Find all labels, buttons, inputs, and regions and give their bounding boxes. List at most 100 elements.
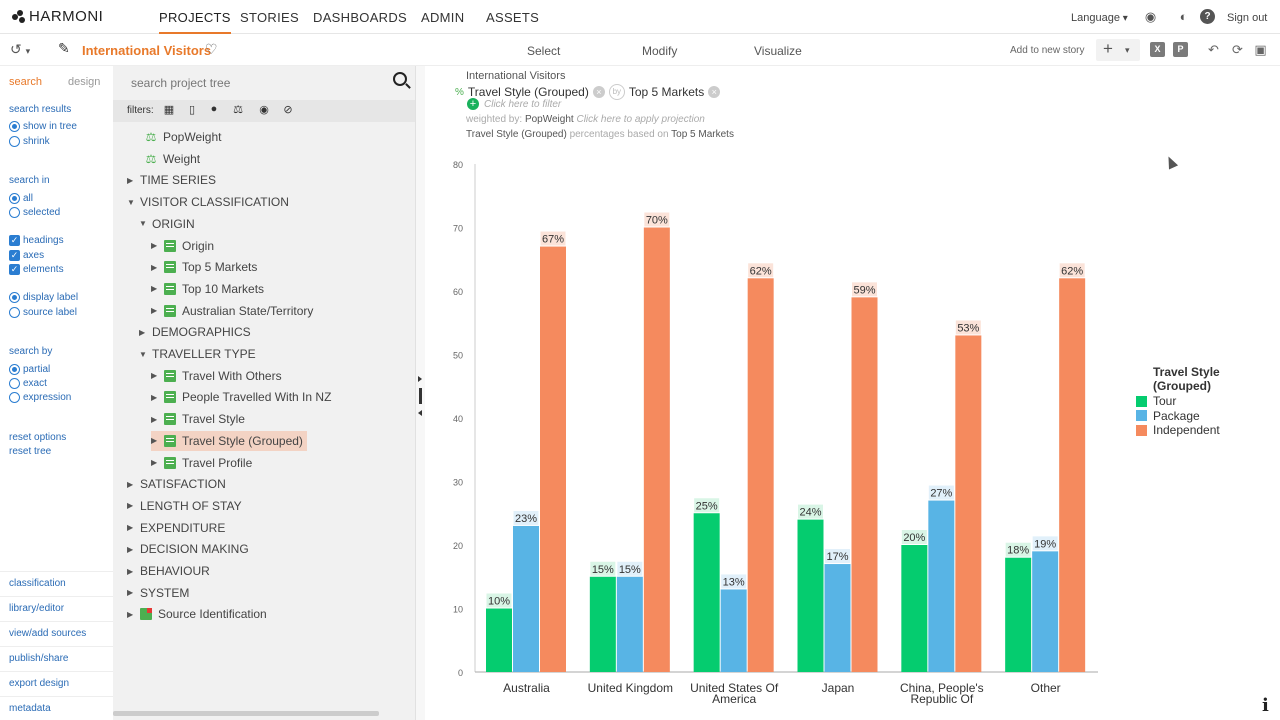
bar-package[interactable]	[513, 525, 539, 672]
expand-icon[interactable]: ▣	[1254, 42, 1267, 57]
option-show-in-tree[interactable]: show in tree	[9, 121, 77, 132]
help-icon[interactable]: ?	[1200, 9, 1215, 24]
variable-filter-icon[interactable]: ▯	[188, 104, 196, 116]
show-hidden-icon[interactable]: ◉	[259, 104, 269, 116]
caret-right-icon[interactable]: ▶	[151, 392, 158, 402]
radio-icon[interactable]	[9, 121, 20, 132]
caret-right-icon[interactable]: ▶	[127, 609, 134, 619]
location-filter-icon[interactable]: ●	[210, 103, 218, 115]
history-dropdown-icon[interactable]: ↺ ▾	[10, 41, 31, 57]
caret-down-icon[interactable]: ▼	[139, 219, 147, 229]
legend-item-independent[interactable]: Independent	[1136, 423, 1280, 438]
nav-tab-admin[interactable]: ADMIN	[421, 10, 465, 25]
option-exact[interactable]: exact	[9, 378, 47, 389]
tree-item[interactable]: ▼ ORIGIN	[139, 214, 195, 234]
language-dropdown[interactable]: Language	[1071, 12, 1128, 24]
caret-right-icon[interactable]: ▶	[151, 458, 158, 467]
tree-item[interactable]: ⚖ PopWeight	[145, 127, 222, 147]
tree-item[interactable]: ⚖ Weight	[145, 149, 201, 169]
radio-icon[interactable]	[9, 193, 20, 204]
tree-item[interactable]: ▶ SATISFACTION	[127, 474, 226, 494]
mode-select-tab[interactable]: Select	[527, 44, 561, 58]
option-shrink[interactable]: shrink	[9, 136, 50, 147]
tree-item[interactable]: ▶ Source Identification	[127, 604, 267, 624]
option-axes[interactable]: ✓ axes	[9, 250, 44, 261]
caret-right-icon[interactable]: ▶	[127, 588, 134, 598]
nav-tab-assets[interactable]: ASSETS	[486, 10, 540, 25]
splitter-grip-icon[interactable]	[418, 376, 422, 416]
caret-right-icon[interactable]: ▶	[139, 327, 146, 337]
tree-item[interactable]: ▶ Top 5 Markets	[151, 257, 257, 277]
caret-right-icon[interactable]: ▶	[151, 262, 158, 272]
remove-row-variable-icon[interactable]: ×	[592, 86, 605, 98]
tree-item[interactable]: ▶ Origin	[151, 236, 214, 256]
sign-out-link[interactable]: Sign out	[1227, 12, 1268, 24]
undo-icon[interactable]: ↶	[1208, 42, 1219, 57]
library-editor-link[interactable]: library/editor	[0, 596, 113, 621]
bar-tour[interactable]	[486, 608, 512, 673]
add-dropdown-button[interactable]: + ▾	[1096, 39, 1140, 61]
legend-item-tour[interactable]: Tour	[1136, 394, 1280, 409]
classification-link[interactable]: classification	[0, 571, 113, 596]
nav-tab-projects[interactable]: PROJECTS	[159, 10, 231, 34]
radio-icon[interactable]	[9, 207, 20, 218]
bar-package[interactable]	[720, 589, 747, 672]
option-display-label[interactable]: display label	[9, 292, 78, 303]
option-partial[interactable]: partial	[9, 364, 50, 375]
add-to-new-story-label[interactable]: Add to new story	[1010, 45, 1085, 56]
tree-item[interactable]: ▶ People Travelled With In NZ	[151, 387, 331, 407]
search-icon[interactable]	[393, 72, 407, 86]
filter-row[interactable]: + Click here to filter	[467, 98, 561, 110]
bar-package[interactable]	[824, 564, 851, 672]
mode-visualize-tab[interactable]: Visualize	[754, 44, 802, 58]
bar-tour[interactable]	[693, 513, 720, 672]
excel-export-icon[interactable]: X	[1150, 42, 1165, 57]
projection-hint[interactable]: Click here to apply projection	[576, 114, 705, 125]
radio-icon[interactable]	[9, 136, 20, 147]
export-design-link[interactable]: export design	[0, 671, 113, 696]
metadata-link[interactable]: metadata	[0, 696, 113, 720]
nav-tab-dashboards[interactable]: DASHBOARDS	[313, 10, 408, 25]
tree-item[interactable]: ▶ BEHAVIOUR	[127, 561, 210, 581]
weight-variable[interactable]: PopWeight	[524, 114, 574, 125]
heart-icon[interactable]: ♡	[205, 41, 218, 57]
filter-hint[interactable]: Click here to filter	[484, 98, 562, 110]
option-elements[interactable]: ✓ elements	[9, 264, 64, 275]
remove-column-variable-icon[interactable]: ×	[708, 86, 721, 98]
tree-item[interactable]: ▶ SYSTEM	[127, 583, 189, 603]
tree-item[interactable]: ▶ Travel Profile	[151, 453, 252, 473]
tree-search-input[interactable]: search project tree	[131, 76, 231, 90]
grid-filter-icon[interactable]: ▦	[163, 104, 175, 116]
radio-icon[interactable]	[9, 307, 20, 318]
view-add-sources-link[interactable]: view/add sources	[0, 621, 113, 646]
tree-horizontal-scrollbar[interactable]	[113, 711, 379, 716]
caret-right-icon[interactable]: ▶	[127, 175, 134, 185]
tab-search[interactable]: search	[9, 76, 43, 88]
contrast-icon[interactable]: ◐	[1179, 9, 1188, 24]
column-variable-chip[interactable]: Top 5 Markets	[628, 85, 705, 99]
option-source-label[interactable]: source label	[9, 307, 77, 318]
tab-design[interactable]: design	[68, 76, 101, 88]
mode-modify-tab[interactable]: Modify	[642, 44, 678, 58]
hide-icon[interactable]: ⊘	[283, 104, 293, 116]
radio-icon[interactable]	[9, 364, 20, 375]
powerpoint-export-icon[interactable]: P	[1173, 42, 1188, 57]
info-icon[interactable]: i	[1262, 695, 1269, 716]
reset-tree-link[interactable]: reset tree	[9, 446, 52, 457]
panel-splitter[interactable]	[415, 66, 425, 720]
caret-right-icon[interactable]: ▶	[151, 436, 158, 446]
caret-down-icon[interactable]: ▼	[127, 197, 135, 207]
option-expression[interactable]: expression	[9, 392, 71, 403]
bar-independent[interactable]	[747, 278, 774, 672]
bar-independent[interactable]	[540, 246, 566, 673]
tree-item[interactable]: ▶ Travel With Others	[151, 366, 282, 386]
legend-item-package[interactable]: Package	[1136, 409, 1280, 424]
caret-right-icon[interactable]: ▶	[127, 501, 134, 511]
option-selected[interactable]: selected	[9, 207, 60, 218]
publish-share-link[interactable]: publish/share	[0, 646, 113, 671]
tree-search-box[interactable]: search project tree	[125, 66, 415, 98]
checkbox-icon[interactable]: ✓	[9, 264, 20, 275]
add-filter-icon[interactable]: +	[467, 98, 479, 110]
caret-down-icon[interactable]: ▼	[139, 349, 147, 359]
tree-item[interactable]: ▶ EXPENDITURE	[127, 518, 225, 538]
